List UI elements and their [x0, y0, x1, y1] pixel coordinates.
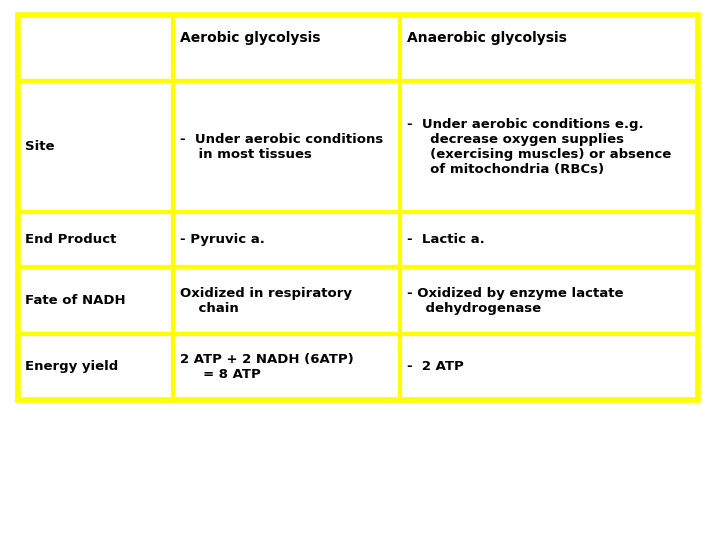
Bar [18, 334, 173, 400]
Text: Anaerobic glycolysis: Anaerobic glycolysis [407, 31, 567, 45]
Bar [173, 334, 400, 400]
Bar [173, 212, 400, 267]
Text: 2 ATP + 2 NADH (6ATP)
     = 8 ATP: 2 ATP + 2 NADH (6ATP) = 8 ATP [180, 353, 354, 381]
Text: End Product: End Product [25, 233, 117, 246]
Text: -  2 ATP: - 2 ATP [407, 360, 463, 373]
Bar [173, 267, 400, 334]
Bar [18, 15, 698, 400]
Text: Energy yield: Energy yield [25, 360, 118, 373]
Bar [18, 15, 173, 82]
Text: Site: Site [25, 140, 55, 153]
Text: -  Under aerobic conditions e.g.
     decrease oxygen supplies
     (exercising : - Under aerobic conditions e.g. decrease… [407, 118, 671, 176]
Bar [400, 15, 698, 82]
Text: - Oxidized by enzyme lactate
    dehydrogenase: - Oxidized by enzyme lactate dehydrogena… [407, 287, 623, 314]
Bar [400, 82, 698, 212]
Bar [18, 267, 173, 334]
Bar [173, 15, 400, 82]
Text: Fate of NADH: Fate of NADH [25, 294, 125, 307]
Bar [18, 212, 173, 267]
Text: -  Lactic a.: - Lactic a. [407, 233, 485, 246]
Text: Aerobic glycolysis: Aerobic glycolysis [180, 31, 320, 45]
Bar [173, 82, 400, 212]
Bar [400, 212, 698, 267]
Text: -  Under aerobic conditions
    in most tissues: - Under aerobic conditions in most tissu… [180, 132, 383, 160]
Text: Oxidized in respiratory
    chain: Oxidized in respiratory chain [180, 287, 352, 314]
Text: - Pyruvic a.: - Pyruvic a. [180, 233, 265, 246]
Bar [18, 82, 173, 212]
Bar [400, 334, 698, 400]
Bar [400, 267, 698, 334]
